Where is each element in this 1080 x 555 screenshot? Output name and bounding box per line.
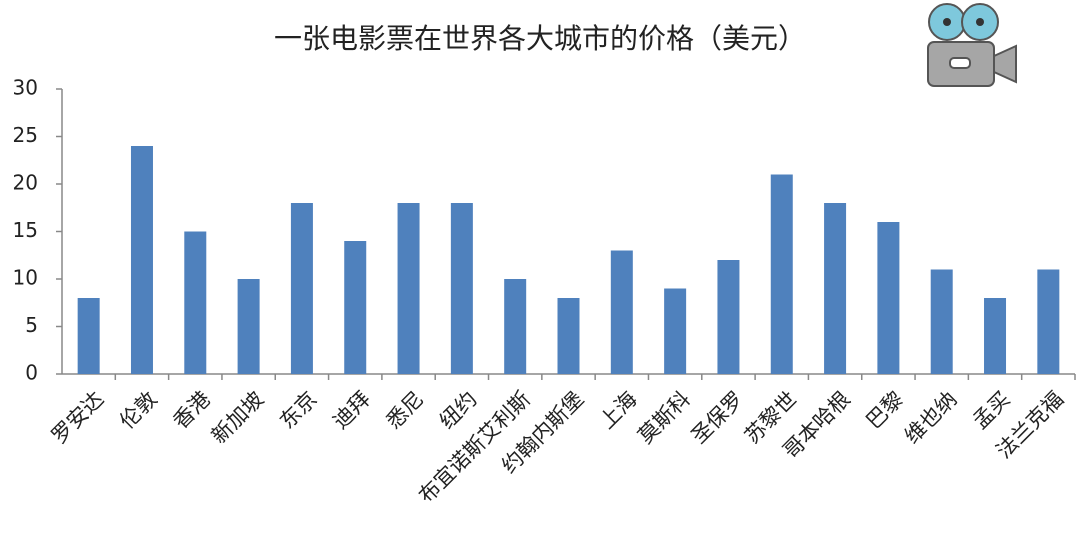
bar	[930, 269, 953, 374]
bar	[824, 203, 847, 374]
bar	[770, 174, 793, 374]
bar	[504, 279, 527, 374]
bar	[450, 203, 473, 374]
bar	[344, 241, 367, 374]
bar	[290, 203, 313, 374]
bar	[130, 146, 153, 374]
bar	[1037, 269, 1060, 374]
camera-icon	[927, 3, 1017, 87]
y-tick-label: 15	[13, 218, 38, 242]
bar	[717, 260, 740, 374]
y-tick-label: 25	[13, 123, 38, 147]
bar	[77, 298, 100, 374]
y-tick-label: 30	[13, 76, 38, 100]
bar	[557, 298, 580, 374]
bar	[397, 203, 420, 374]
chart-title: 一张电影票在世界各大城市的价格（美元）	[274, 22, 806, 55]
y-tick-label: 20	[13, 171, 38, 195]
bar	[984, 298, 1007, 374]
bar	[664, 288, 687, 374]
y-tick-label: 5	[25, 313, 38, 337]
y-tick-label: 0	[25, 361, 38, 385]
bar	[237, 279, 260, 374]
bar	[610, 250, 633, 374]
bar	[877, 222, 900, 374]
y-tick-label: 10	[13, 266, 38, 290]
bar	[184, 231, 207, 374]
